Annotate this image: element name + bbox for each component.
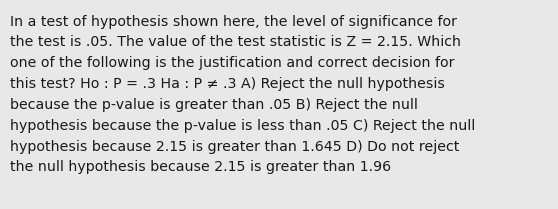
- Text: In a test of hypothesis shown here, the level of significance for
the test is .0: In a test of hypothesis shown here, the …: [10, 15, 475, 174]
